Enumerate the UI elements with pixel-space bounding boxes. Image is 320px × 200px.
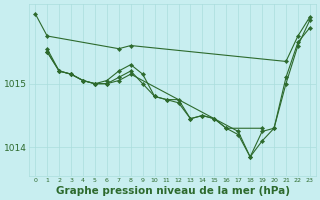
X-axis label: Graphe pression niveau de la mer (hPa): Graphe pression niveau de la mer (hPa) (56, 186, 290, 196)
